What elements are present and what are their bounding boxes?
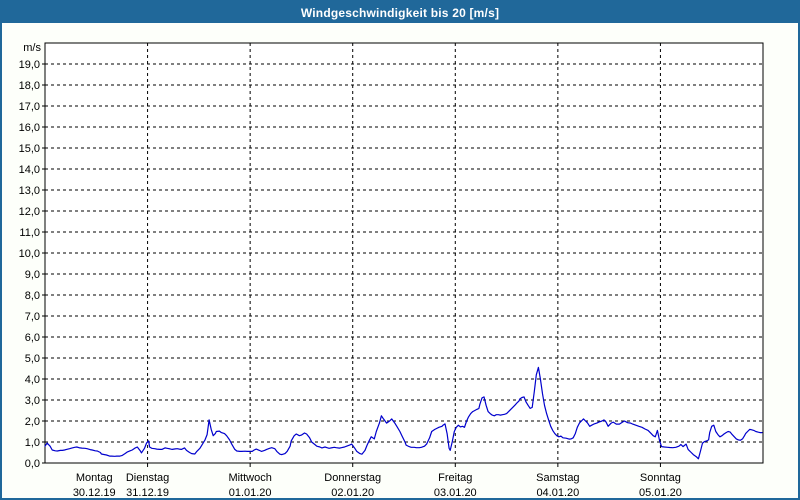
x-axis-date-label: 01.01.20 (229, 487, 272, 499)
plot-area (45, 43, 763, 463)
x-axis-date-label: 30.12.19 (73, 487, 116, 499)
y-axis-tick-label: 2,0 (25, 416, 40, 428)
chart-title-bar: Windgeschwindigkeit bis 20 [m/s] (2, 2, 798, 23)
x-axis-date-label: 04.01.20 (536, 487, 579, 499)
y-axis-tick-label: 16,0 (19, 122, 40, 134)
x-axis-date-label: 02.01.20 (331, 487, 374, 499)
y-axis-tick-label: 13,0 (19, 185, 40, 197)
x-axis-day-label: Donnerstag (324, 472, 381, 484)
x-axis-date-label: 03.01.20 (434, 487, 477, 499)
y-axis-tick-label: 15,0 (19, 143, 40, 155)
plot-frame (44, 42, 764, 464)
chart-title: Windgeschwindigkeit bis 20 [m/s] (300, 5, 500, 20)
x-axis-day-label: Freitag (438, 472, 472, 484)
x-axis-date-label: 31.12.19 (126, 487, 169, 499)
y-axis-tick-label: 17,0 (19, 101, 40, 113)
y-axis-tick-label: 7,0 (25, 311, 40, 323)
y-axis-tick-label: 18,0 (19, 80, 40, 92)
y-axis-unit-label: m/s (23, 42, 41, 54)
x-axis-day-label: Dienstag (126, 472, 169, 484)
x-axis-day-label: Samstag (536, 472, 579, 484)
y-axis-tick-label: 0,0 (25, 458, 40, 470)
y-axis-tick-label: 3,0 (25, 395, 40, 407)
y-axis-tick-label: 14,0 (19, 164, 40, 176)
y-axis-tick-label: 10,0 (19, 248, 40, 260)
x-axis-day-label: Sonntag (640, 472, 681, 484)
x-axis-day-label: Montag (76, 472, 113, 484)
y-axis-tick-label: 1,0 (25, 437, 40, 449)
y-axis-tick-label: 12,0 (19, 206, 40, 218)
x-axis-day-label: Mittwoch (228, 472, 271, 484)
y-axis-tick-label: 11,0 (19, 227, 40, 239)
x-axis-date-label: 05.01.20 (639, 487, 682, 499)
y-axis-tick-label: 5,0 (25, 353, 40, 365)
y-axis-tick-label: 19,0 (19, 59, 40, 71)
y-axis-tick-label: 6,0 (25, 332, 40, 344)
y-axis-tick-label: 9,0 (25, 269, 40, 281)
y-axis-tick-label: 4,0 (25, 374, 40, 386)
y-axis-tick-label: 8,0 (25, 290, 40, 302)
wind-speed-line (44, 366, 763, 460)
